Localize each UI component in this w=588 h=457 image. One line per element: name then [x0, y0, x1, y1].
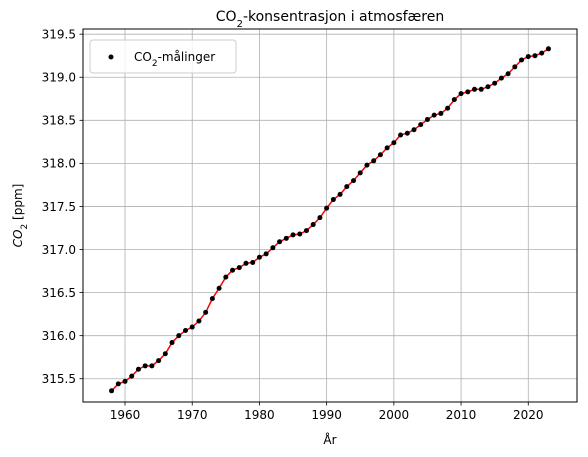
data-point	[424, 116, 430, 122]
data-point	[297, 231, 303, 237]
data-point	[109, 388, 115, 394]
plot-frame	[82, 28, 578, 403]
data-point	[371, 158, 377, 164]
data-point	[303, 228, 309, 234]
legend-box	[89, 39, 237, 74]
data-point	[142, 363, 148, 369]
data-point	[330, 197, 336, 203]
data-point	[411, 127, 417, 133]
data-point	[337, 191, 343, 197]
series-points-layer	[109, 46, 551, 394]
data-point	[317, 215, 323, 221]
y-tick-label: 317.0	[42, 243, 76, 257]
data-point	[183, 328, 188, 333]
data-point	[364, 162, 370, 168]
x-tick-label: 1980	[244, 408, 275, 422]
data-point	[465, 89, 471, 95]
data-point	[438, 110, 444, 116]
data-point	[115, 381, 121, 387]
chart-title: CO2-konsentrasjon i atmosfæren	[216, 9, 444, 30]
y-tick-label: 316.5	[42, 286, 76, 300]
data-point	[290, 232, 296, 238]
data-point	[196, 318, 202, 324]
grid-lines	[83, 29, 577, 402]
data-point	[189, 324, 195, 330]
data-point	[176, 333, 182, 339]
data-point	[505, 71, 511, 77]
x-axis: 1960 1970 1980 1990 2000 2010 2020	[110, 402, 544, 422]
data-point	[431, 112, 437, 118]
x-tick-label: 2010	[446, 408, 477, 422]
x-tick-label: 1970	[177, 408, 208, 422]
data-point	[357, 170, 363, 176]
data-point	[310, 222, 316, 228]
y-tick-label: 318.0	[42, 157, 76, 171]
data-point	[263, 251, 269, 257]
data-point	[512, 64, 518, 70]
data-point	[519, 57, 525, 63]
data-point	[384, 145, 390, 151]
data-point	[149, 363, 155, 369]
data-point	[391, 140, 397, 146]
data-point	[525, 54, 531, 60]
y-tick-label: 315.5	[42, 372, 76, 386]
y-tick-label: 319.0	[42, 71, 76, 85]
data-point	[129, 373, 135, 379]
series-line-layer	[111, 48, 549, 392]
y-axis: 315.5 316.0 316.5 317.0 317.5 318.0 318.5 319.0…	[42, 27, 83, 386]
data-point	[498, 75, 504, 81]
data-point	[545, 46, 551, 52]
y-tick-label: 317.5	[42, 200, 76, 214]
data-point	[203, 309, 209, 315]
x-tick-label: 1960	[110, 408, 141, 422]
data-point	[169, 340, 175, 346]
data-point	[236, 265, 242, 271]
data-point	[283, 235, 289, 241]
x-tick-label: 2000	[379, 408, 410, 422]
data-point	[122, 378, 128, 384]
x-tick-label: 2020	[513, 408, 544, 422]
data-point	[351, 178, 357, 184]
series-line	[111, 48, 549, 392]
data-point	[216, 285, 222, 291]
data-point	[418, 122, 424, 128]
data-point	[451, 97, 457, 103]
legend-marker-point	[108, 54, 114, 60]
data-point	[377, 152, 383, 158]
data-point	[250, 259, 256, 265]
data-point	[344, 184, 350, 190]
data-point	[243, 260, 249, 266]
data-point	[135, 366, 141, 372]
data-point	[256, 254, 262, 260]
data-point	[458, 91, 464, 97]
data-point	[277, 239, 283, 245]
data-point	[398, 132, 404, 138]
data-point	[209, 296, 215, 302]
x-tick-label: 1990	[311, 408, 342, 422]
data-point	[230, 267, 236, 273]
data-point	[404, 130, 410, 136]
data-point	[472, 86, 477, 92]
data-point	[156, 358, 162, 364]
data-point	[223, 274, 229, 280]
legend: CO2-målinger	[89, 39, 237, 74]
legend-entry-label: CO2-målinger	[134, 50, 215, 69]
data-point	[539, 50, 545, 56]
data-point	[485, 84, 491, 90]
data-point	[162, 351, 168, 357]
x-axis-title: År	[323, 432, 336, 447]
data-point	[324, 205, 330, 211]
data-point	[270, 245, 276, 251]
data-point	[492, 80, 498, 86]
data-point	[532, 53, 538, 59]
y-tick-label: 316.0	[42, 329, 76, 343]
y-tick-label: 318.5	[42, 114, 76, 128]
data-point	[478, 86, 484, 92]
y-axis-title: CO2 [ppm]	[11, 184, 30, 248]
data-point	[445, 105, 451, 111]
y-tick-label: 319.5	[42, 27, 76, 41]
